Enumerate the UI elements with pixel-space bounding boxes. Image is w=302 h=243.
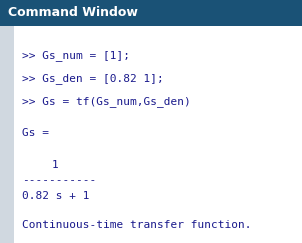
Bar [0,0,302,26]
Text: -----------: ----------- [22,175,96,185]
Text: 0.82 s + 1: 0.82 s + 1 [22,191,89,201]
Text: Command Window: Command Window [8,7,138,19]
Text: >> Gs_num = [1];: >> Gs_num = [1]; [22,50,130,61]
Text: Gs =: Gs = [22,128,49,138]
Text: >> Gs = tf(Gs_num,Gs_den): >> Gs = tf(Gs_num,Gs_den) [22,96,191,107]
Bar [0,26,14,243]
Text: >> Gs_den = [0.82 1];: >> Gs_den = [0.82 1]; [22,73,164,84]
Bar [14,26,302,243]
Text: 1: 1 [52,160,59,170]
Text: Continuous-time transfer function.: Continuous-time transfer function. [22,220,252,230]
